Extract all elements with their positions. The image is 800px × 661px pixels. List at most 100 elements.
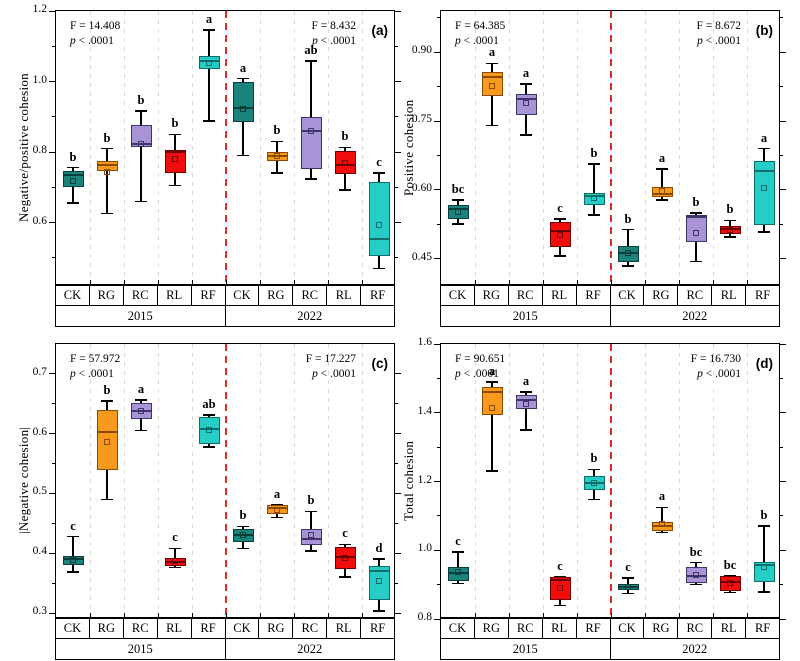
significance-letter: b (590, 146, 598, 161)
box (334, 150, 356, 174)
significance-letter: b (307, 493, 315, 508)
median-line (232, 107, 254, 110)
treatment-cell: RF (192, 619, 226, 638)
treatment-cell: RF (577, 286, 611, 305)
x-axis-tick (644, 613, 646, 617)
whisker-cap-bottom (169, 184, 181, 187)
year-row: 2015 2022 (56, 306, 394, 326)
y-major-tick (434, 481, 440, 482)
y-minor-tick-right (395, 186, 398, 188)
whisker-cap-top (169, 547, 181, 550)
y-minor-tick (437, 515, 440, 517)
treatment-cell: RL (543, 619, 577, 638)
stats-right-p: p < .0001 (697, 35, 741, 47)
treatment-cell: RL (712, 619, 747, 638)
year-cell: 2015 (441, 639, 611, 659)
median-line (481, 391, 503, 394)
whisker-cap-top (656, 168, 668, 170)
whisker-line (661, 169, 663, 200)
box (617, 246, 639, 263)
mean-marker (488, 404, 495, 411)
box (549, 221, 571, 248)
year-cell: 2022 (682, 641, 708, 656)
treatment-cell: RF (577, 619, 611, 638)
stats-right-p: p < .0001 (312, 368, 356, 380)
y-major-tick-right (780, 258, 786, 259)
whisker-cap-bottom (305, 178, 317, 180)
significance-letter: b (239, 508, 247, 523)
x-axis-tick (712, 280, 714, 284)
whisker-cap-bottom (452, 582, 464, 584)
y-minor-tick (437, 584, 440, 586)
x-axis-tick (191, 280, 193, 284)
y-major-tick-right (395, 612, 401, 614)
y-major-tick (49, 10, 55, 12)
y-major-tick (434, 412, 440, 414)
panel-label: (d) (755, 356, 773, 371)
treatment-cell: RC (293, 286, 328, 305)
gridline (746, 344, 748, 617)
treatment-cell: RL (543, 286, 577, 305)
box (481, 386, 503, 415)
y-major-tick-right (780, 51, 786, 53)
y-tick-label: 0.7 (32, 365, 47, 378)
plot-area: 0.3 0.4 0.5 0.6 0.7 c b a c ab b a b c d F = 57.972 p < … (33, 343, 401, 618)
median-line (753, 170, 775, 173)
box (651, 187, 673, 198)
y-major-tick (434, 258, 440, 259)
y-major-tick (434, 189, 440, 191)
y-tick-label: 1.4 (417, 404, 432, 417)
x-axis-tick (712, 613, 714, 617)
treatment-cell: RL (158, 619, 192, 638)
median-line (198, 427, 220, 430)
median-line (96, 163, 118, 166)
whisker-cap-bottom (758, 591, 770, 593)
whisker-cap-bottom (271, 172, 283, 174)
panel-label: (b) (755, 23, 773, 38)
y-minor-tick (437, 377, 440, 379)
whisker-line (763, 526, 765, 592)
gridline (293, 344, 295, 617)
median-line (62, 173, 84, 176)
whisker-cap-bottom (690, 583, 702, 586)
significance-letter: c (557, 201, 563, 216)
y-major-tick-right (395, 492, 401, 494)
whisker-cap-bottom (305, 550, 317, 552)
mean-marker (69, 178, 76, 185)
x-axis-tick (361, 280, 363, 284)
whisker-cap-top (237, 77, 249, 80)
mean-marker (239, 531, 246, 538)
whisker-cap-bottom (588, 214, 600, 216)
whisker-cap-bottom (203, 446, 215, 448)
stats-left: F = 57.972 p < .0001 (70, 352, 120, 382)
x-axis-tick (191, 613, 193, 617)
gridline (542, 11, 544, 284)
treatment-cell: RF (754, 621, 771, 635)
y-minor-tick (52, 186, 55, 188)
mean-marker (658, 187, 665, 194)
mean-marker (726, 226, 733, 233)
year-row: 2015 2022 (56, 639, 394, 659)
whisker-cap-bottom (101, 498, 113, 501)
x-axis-tick (327, 280, 329, 284)
whisker-cap-top (758, 525, 770, 527)
y-major-tick-right (395, 81, 401, 82)
x-axis-tick (361, 613, 363, 617)
y-major-tick (434, 120, 440, 122)
significance-letter: a (488, 363, 496, 378)
median-line (651, 192, 673, 195)
y-major-tick (49, 552, 55, 554)
whisker-line (593, 164, 595, 215)
treatment-cell: CK (441, 619, 475, 638)
x-axis-tick (123, 613, 125, 617)
mean-marker (522, 99, 529, 106)
y-tick-label: 0.90 (411, 44, 432, 57)
whisker-cap-top (373, 558, 385, 560)
significance-letter: b (341, 129, 349, 144)
box (266, 505, 288, 515)
treatment-row: CK RG RC RL RF CK RG RC RL RF (441, 286, 779, 306)
significance-letter: c (342, 526, 348, 541)
significance-letter: d (375, 541, 383, 556)
whisker-cap-bottom (486, 124, 498, 127)
treatment-cell: RG (644, 286, 679, 305)
